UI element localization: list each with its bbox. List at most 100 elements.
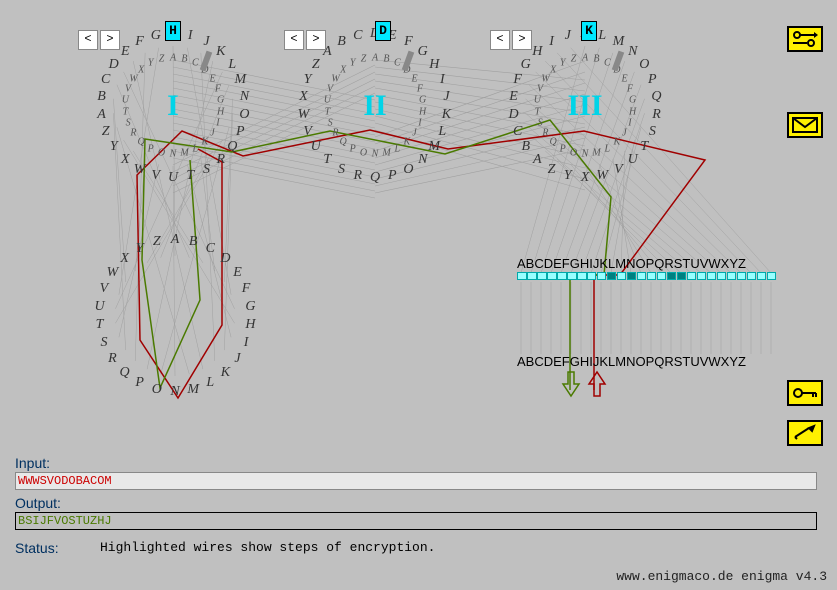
ring-letter: X xyxy=(299,89,308,105)
ring-letter: R xyxy=(216,152,225,168)
plug-socket[interactable] xyxy=(757,272,767,280)
ring-letter: L xyxy=(395,143,401,154)
rotor-notch xyxy=(402,51,414,72)
plug-socket[interactable] xyxy=(607,272,617,280)
plugboard-bottom-alphabet: ABCDEFGHIJKLMNOPQRSTUVWXYZ xyxy=(517,354,746,369)
ring-letter: Z xyxy=(571,54,577,65)
plug-socket[interactable] xyxy=(517,272,527,280)
plugboard-top-alphabet: ABCDEFGHIJKLMNOPQRSTUVWXYZ xyxy=(517,256,746,271)
ring-letter: R xyxy=(130,128,136,139)
ring-letter: S xyxy=(649,124,656,140)
plug-socket[interactable] xyxy=(587,272,597,280)
plug-socket[interactable] xyxy=(687,272,697,280)
ring-letter: P xyxy=(236,124,245,140)
rotor-2-step-forward[interactable]: > xyxy=(306,30,326,50)
ring-letter: H xyxy=(419,106,426,117)
rotor-1-step-back[interactable]: < xyxy=(78,30,98,50)
input-field[interactable]: WWWSVODOBACOM xyxy=(15,472,817,490)
ring-letter: G xyxy=(521,57,531,73)
plug-socket[interactable] xyxy=(707,272,717,280)
ring-letter: Z xyxy=(361,54,367,65)
rotor-3-step-forward[interactable]: > xyxy=(512,30,532,50)
plug-socket[interactable] xyxy=(747,272,757,280)
plug-socket[interactable] xyxy=(667,272,677,280)
ring-letter: M xyxy=(180,147,188,158)
ring-letter: F xyxy=(242,281,251,297)
plug-socket[interactable] xyxy=(677,272,687,280)
rotor-label-3: III xyxy=(567,89,602,123)
ring-letter: J xyxy=(412,128,416,139)
message-button[interactable] xyxy=(787,112,823,138)
ring-letter: U xyxy=(94,299,104,315)
plug-socket[interactable] xyxy=(657,272,667,280)
ring-letter: H xyxy=(429,57,439,73)
rotor-notch xyxy=(612,51,624,72)
rotor-2-step-back[interactable]: < xyxy=(284,30,304,50)
plug-socket[interactable] xyxy=(557,272,567,280)
output-arrow-icon xyxy=(589,372,605,396)
plugboard-sockets[interactable] xyxy=(517,272,777,280)
ring-letter: V xyxy=(327,83,333,94)
ring-letter: V xyxy=(614,162,623,178)
ring-letter: F xyxy=(135,34,144,50)
key-button[interactable] xyxy=(787,380,823,406)
status-label: Status: xyxy=(15,540,59,556)
plug-socket[interactable] xyxy=(547,272,557,280)
ring-letter: X xyxy=(121,152,130,168)
plug-socket[interactable] xyxy=(717,272,727,280)
ring-letter: G xyxy=(245,299,255,315)
plug-socket[interactable] xyxy=(647,272,657,280)
ring-letter: T xyxy=(96,317,104,333)
plug-socket[interactable] xyxy=(697,272,707,280)
rotor-1-step-forward[interactable]: > xyxy=(100,30,120,50)
ring-letter: C xyxy=(101,72,110,88)
plug-socket[interactable] xyxy=(567,272,577,280)
ring-letter: S xyxy=(538,118,543,129)
ring-letter: K xyxy=(201,136,208,147)
ring-letter: K xyxy=(613,136,620,147)
ring-letter: G xyxy=(151,28,161,44)
config-button[interactable] xyxy=(787,26,823,52)
plug-socket[interactable] xyxy=(617,272,627,280)
rotor-3-step-back[interactable]: < xyxy=(490,30,510,50)
settings-button[interactable] xyxy=(787,420,823,446)
plug-socket[interactable] xyxy=(727,272,737,280)
ring-letter: G xyxy=(629,95,636,106)
ring-letter: Z xyxy=(153,234,161,250)
plug-socket[interactable] xyxy=(627,272,637,280)
ring-letter: H xyxy=(217,106,224,117)
ring-letter: R xyxy=(332,128,338,139)
ring-letter: H xyxy=(629,106,636,117)
plug-socket[interactable] xyxy=(597,272,607,280)
ring-letter: Q xyxy=(651,89,661,105)
ring-letter: C xyxy=(604,58,611,69)
ring-letter: F xyxy=(417,83,423,94)
plug-socket[interactable] xyxy=(527,272,537,280)
plug-socket[interactable] xyxy=(737,272,747,280)
ring-letter: S xyxy=(203,162,210,178)
plug-socket[interactable] xyxy=(537,272,547,280)
plug-socket[interactable] xyxy=(577,272,587,280)
plug-socket[interactable] xyxy=(767,272,777,280)
ring-letter: W xyxy=(107,265,119,281)
ring-letter: Y xyxy=(564,168,572,184)
ring-letter: O xyxy=(152,382,162,398)
ring-letter: B xyxy=(593,54,599,65)
ring-letter: N xyxy=(170,384,179,400)
ring-letter: Y xyxy=(110,139,118,155)
ring-letter: U xyxy=(168,170,178,186)
plug-socket[interactable] xyxy=(637,272,647,280)
ring-letter: S xyxy=(100,335,107,351)
ring-letter: X xyxy=(340,65,346,76)
ring-letter: I xyxy=(549,34,554,50)
ring-letter: Y xyxy=(350,58,356,69)
ring-letter: Q xyxy=(370,170,380,186)
ring-letter: A xyxy=(170,53,176,64)
ring-letter: F xyxy=(513,72,522,88)
ring-letter: S xyxy=(328,118,333,129)
ring-letter: L xyxy=(438,124,446,140)
ring-letter: K xyxy=(403,136,410,147)
ring-letter: C xyxy=(394,58,401,69)
ring-letter: O xyxy=(403,162,413,178)
ring-letter: R xyxy=(353,168,362,184)
